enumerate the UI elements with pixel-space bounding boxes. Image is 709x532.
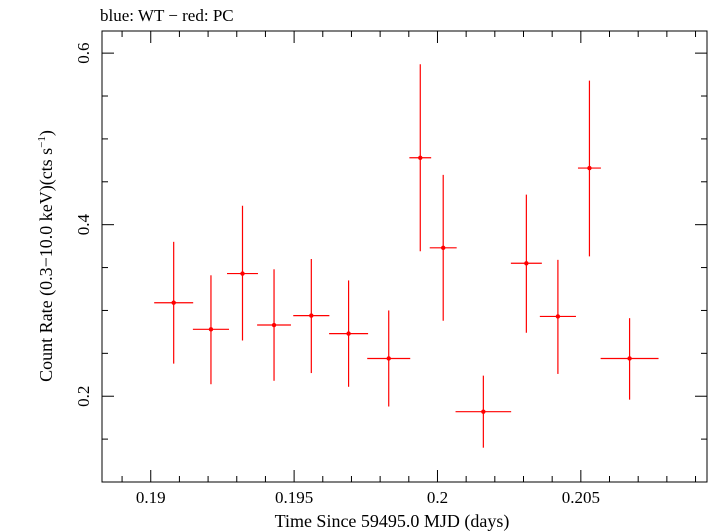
data-marker <box>271 322 277 328</box>
y-axis-label: Count Rate (0.3−10.0 keV)(cts s−1) <box>36 130 57 382</box>
data-marker <box>555 314 561 319</box>
data-marker <box>386 356 391 361</box>
data-point <box>455 375 512 448</box>
data-point <box>192 275 230 385</box>
x-axis-label: Time Since 59495.0 MJD (days) <box>275 511 510 532</box>
data-point <box>293 258 330 374</box>
plot-frame <box>101 30 708 483</box>
data-marker <box>441 245 446 251</box>
x-tick-label: 0.205 <box>562 488 600 507</box>
y-tick-label: 0.2 <box>74 386 93 407</box>
data-point <box>600 318 659 400</box>
y-axis-label-main: Count Rate (0.3−10.0 keV)(cts s <box>36 148 57 382</box>
data-marker <box>524 261 529 266</box>
data-marker <box>481 409 486 414</box>
data-point <box>227 205 258 341</box>
data-series-pc <box>154 64 659 448</box>
x-tick-label: 0.195 <box>275 488 313 507</box>
data-point <box>429 174 457 321</box>
data-marker <box>627 356 632 361</box>
y-tick-label: 0.6 <box>74 43 93 64</box>
data-point <box>257 269 291 381</box>
data-point <box>409 64 432 252</box>
data-marker <box>208 327 214 332</box>
data-point <box>539 259 576 374</box>
chart-title: blue: WT − red: PC <box>100 6 234 25</box>
x-axis-ticks: 0.19 0.195 0.2 0.205 <box>121 31 697 507</box>
data-marker <box>309 313 314 318</box>
data-point <box>329 280 369 387</box>
data-point <box>577 80 601 257</box>
x-tick-label: 0.19 <box>136 488 166 507</box>
data-marker <box>240 271 245 276</box>
data-marker <box>171 300 176 305</box>
y-axis-ticks: 0.2 0.4 0.6 <box>74 43 707 483</box>
data-marker <box>418 155 423 160</box>
data-point <box>510 194 542 333</box>
y-axis-label-superscript: −1 <box>36 136 48 148</box>
y-tick-label: 0.4 <box>74 214 93 236</box>
data-point <box>154 241 194 364</box>
x-tick-label: 0.2 <box>427 488 448 507</box>
data-marker <box>346 331 351 336</box>
data-point <box>367 310 411 407</box>
y-axis-label-close: ) <box>36 130 57 136</box>
data-marker <box>587 165 592 171</box>
